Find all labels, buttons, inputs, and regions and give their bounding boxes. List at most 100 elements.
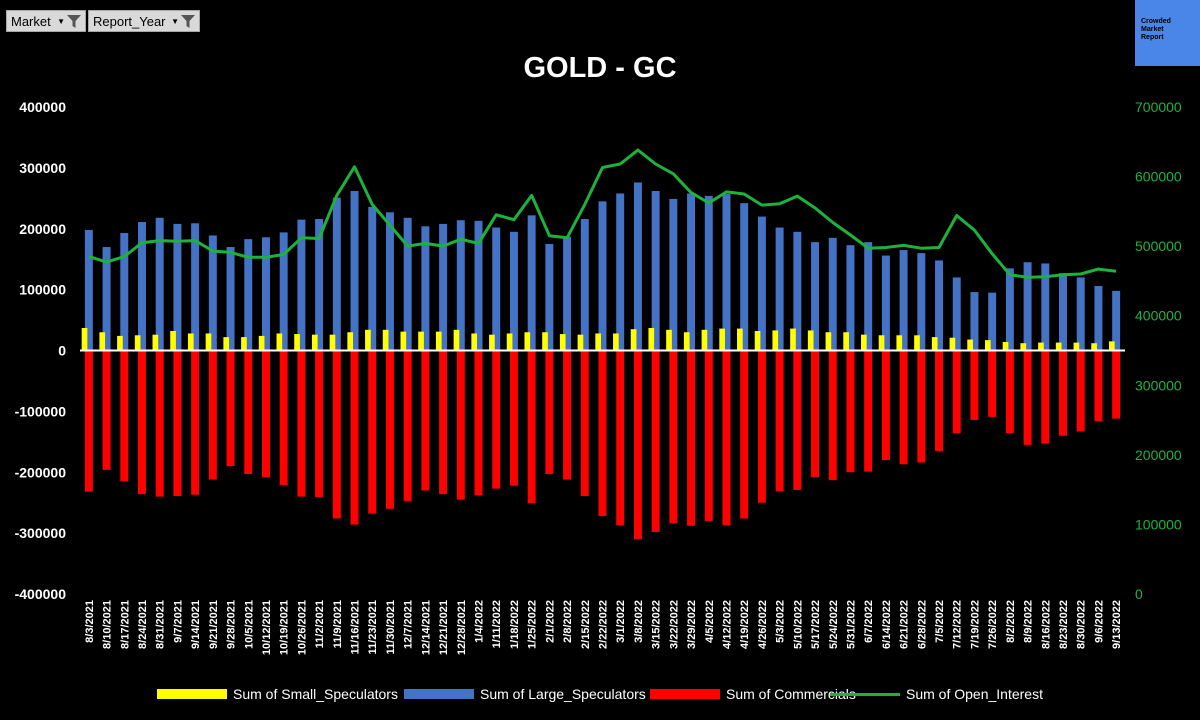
large-speculators-bar bbox=[793, 231, 802, 351]
y-tick-label-right: 500000 bbox=[1135, 238, 1182, 254]
commercials-bar bbox=[545, 350, 554, 475]
x-tick-label: 4/19/2022 bbox=[739, 600, 751, 649]
filter-report-year-button[interactable]: Report_Year ▼ bbox=[88, 10, 200, 32]
large-speculators-bar bbox=[1076, 277, 1085, 351]
large-speculators-bar bbox=[456, 220, 465, 351]
x-tick-label: 9/21/2021 bbox=[208, 600, 220, 649]
x-tick-label: 8/30/2022 bbox=[1076, 600, 1088, 649]
legend-label: Sum of Large_Speculators bbox=[480, 686, 646, 702]
commercials-bar bbox=[846, 350, 855, 473]
small-speculators-bar bbox=[825, 332, 832, 351]
y-tick-label-right: 600000 bbox=[1135, 169, 1182, 185]
x-tick-label: 7/5/2022 bbox=[934, 600, 946, 643]
legend-swatch bbox=[404, 689, 474, 699]
small-speculators-bar bbox=[435, 331, 442, 351]
large-speculators-bar bbox=[315, 219, 324, 351]
x-tick-label: 11/23/2021 bbox=[367, 600, 379, 654]
large-speculators-bar bbox=[917, 253, 926, 351]
small-speculators-bar bbox=[506, 333, 513, 351]
commercials-bar bbox=[191, 350, 200, 495]
commercials-bar bbox=[881, 350, 890, 461]
x-tick-label: 6/7/2022 bbox=[863, 600, 875, 643]
x-tick-label: 5/31/2022 bbox=[845, 600, 857, 649]
commercials-bar bbox=[580, 350, 589, 496]
x-tick-label: 8/23/2022 bbox=[1058, 600, 1070, 649]
small-speculators-bar bbox=[311, 334, 318, 351]
legend-item-large-speculators: Sum of Large_Speculators bbox=[404, 683, 646, 705]
commercials-bar bbox=[793, 350, 802, 490]
large-speculators-bar bbox=[297, 219, 306, 351]
large-speculators-bar bbox=[1041, 263, 1050, 351]
commercials-bar bbox=[722, 350, 731, 526]
small-speculators-bar bbox=[719, 328, 725, 351]
y-tick-label-left: -400000 bbox=[15, 586, 67, 602]
x-tick-label: 6/28/2022 bbox=[916, 600, 928, 649]
large-speculators-bar bbox=[580, 219, 589, 351]
small-speculators-bar bbox=[542, 332, 548, 351]
large-speculators-bar bbox=[368, 206, 377, 351]
chart-plot: -400000 -300000 -200000 -100000 0 100000 20000… bbox=[15, 99, 1182, 655]
large-speculators-bar bbox=[155, 217, 164, 351]
commercials-bar bbox=[439, 350, 448, 495]
commercials-bar bbox=[155, 350, 164, 497]
large-speculators-bar bbox=[846, 245, 855, 351]
commercials-bar bbox=[1023, 350, 1032, 445]
filter-market-button[interactable]: Market ▼ bbox=[6, 10, 86, 32]
small-speculators-bar bbox=[967, 339, 973, 351]
commercials-bar bbox=[279, 350, 288, 486]
large-speculators-bar bbox=[598, 201, 607, 351]
commercials-bar bbox=[757, 350, 766, 503]
commercials-bar bbox=[421, 350, 430, 491]
commercials-bar bbox=[84, 350, 93, 492]
small-speculators-bar bbox=[134, 335, 141, 351]
small-speculators-bar bbox=[205, 333, 212, 351]
x-tick-label: 9/6/2022 bbox=[1093, 600, 1105, 643]
large-speculators-bar bbox=[899, 250, 908, 351]
y-tick-label-left: 0 bbox=[58, 343, 66, 359]
small-speculators-bar bbox=[878, 335, 885, 351]
y-tick-label-left: -200000 bbox=[15, 464, 67, 480]
x-tick-label: 10/12/2021 bbox=[261, 600, 273, 655]
commercials-bar bbox=[297, 350, 306, 497]
large-speculators-bar bbox=[261, 237, 270, 351]
small-speculators-bar bbox=[453, 329, 460, 351]
small-speculators-bar bbox=[701, 329, 708, 351]
chart-title: GOLD - GC bbox=[523, 52, 677, 84]
large-speculators-bar bbox=[687, 193, 696, 351]
commercials-bar bbox=[368, 350, 377, 514]
small-speculators-bar bbox=[418, 331, 424, 351]
large-speculators-bar bbox=[970, 292, 979, 351]
x-tick-label: 8/9/2022 bbox=[1023, 600, 1035, 643]
small-speculators-bar bbox=[187, 333, 194, 351]
small-speculators-bar bbox=[471, 333, 478, 351]
small-speculators-bar bbox=[1020, 343, 1027, 351]
large-speculators-bar bbox=[244, 239, 253, 351]
large-speculators-bar bbox=[421, 226, 430, 351]
x-tick-label: 8/31/2021 bbox=[155, 600, 167, 649]
small-speculators-bar bbox=[365, 329, 371, 351]
small-speculators-bar bbox=[1073, 342, 1080, 351]
large-speculators-bar bbox=[545, 243, 554, 351]
small-speculators-bar bbox=[807, 330, 814, 351]
small-speculators-bar bbox=[152, 334, 159, 351]
small-speculators-bar bbox=[81, 327, 88, 351]
large-speculators-bar bbox=[775, 227, 784, 351]
x-tick-label: 10/26/2021 bbox=[296, 600, 308, 655]
commercials-bar bbox=[138, 350, 146, 495]
commercials-bar bbox=[775, 350, 784, 492]
commercials-bar bbox=[935, 350, 944, 451]
chart-legend: Sum of Small_Speculators Sum of Large_Sp… bbox=[0, 683, 1200, 705]
x-tick-label: 5/24/2022 bbox=[828, 600, 840, 649]
y-tick-label-left: 400000 bbox=[19, 99, 66, 115]
large-speculators-bar bbox=[811, 242, 820, 351]
x-tick-label: 7/12/2022 bbox=[952, 600, 964, 649]
y-tick-label-right: 700000 bbox=[1135, 99, 1182, 115]
x-tick-label: 9/28/2021 bbox=[226, 600, 238, 649]
large-speculators-bar bbox=[740, 203, 749, 351]
large-speculators-bar bbox=[279, 232, 288, 351]
small-speculators-bar bbox=[843, 332, 849, 351]
x-tick-label: 2/1/2022 bbox=[544, 600, 556, 643]
small-speculators-bar bbox=[896, 335, 903, 351]
large-speculators-bar bbox=[722, 194, 731, 351]
x-tick-label: 11/30/2021 bbox=[385, 600, 397, 654]
